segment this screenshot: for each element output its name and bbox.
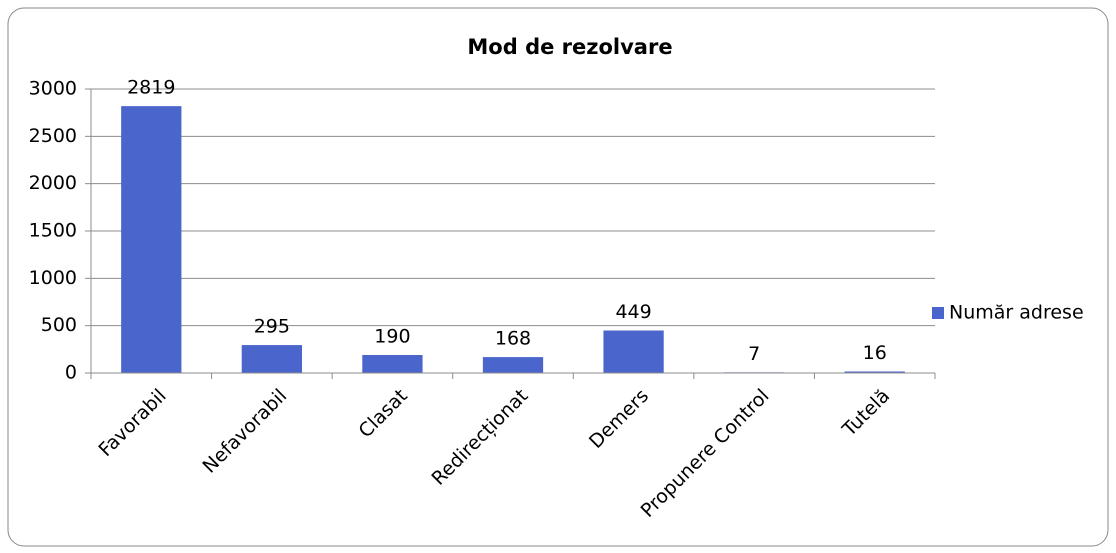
bar	[844, 371, 905, 373]
y-tick-label: 3000	[29, 78, 77, 100]
data-label: 449	[615, 301, 651, 323]
bar	[603, 330, 664, 373]
y-tick-label: 2000	[29, 172, 77, 194]
chart-title: Mod de rezolvare	[467, 35, 672, 59]
y-tick-label: 500	[41, 314, 77, 336]
y-tick-label: 1000	[29, 267, 77, 289]
y-tick-label: 0	[65, 362, 77, 384]
data-label: 16	[863, 342, 887, 364]
legend-swatch	[932, 307, 944, 319]
y-tick-label: 2500	[29, 125, 77, 147]
data-label: 2819	[127, 77, 175, 99]
data-label: 190	[374, 326, 410, 348]
legend-label: Număr adrese	[949, 302, 1084, 324]
data-label: 295	[254, 316, 290, 338]
bar	[482, 357, 544, 373]
bar	[362, 355, 423, 373]
y-tick-label: 1500	[29, 220, 77, 242]
bar	[121, 106, 182, 373]
chart-border	[7, 7, 1109, 547]
bar	[241, 345, 302, 373]
data-label: 7	[748, 343, 760, 365]
data-label: 168	[495, 328, 531, 350]
